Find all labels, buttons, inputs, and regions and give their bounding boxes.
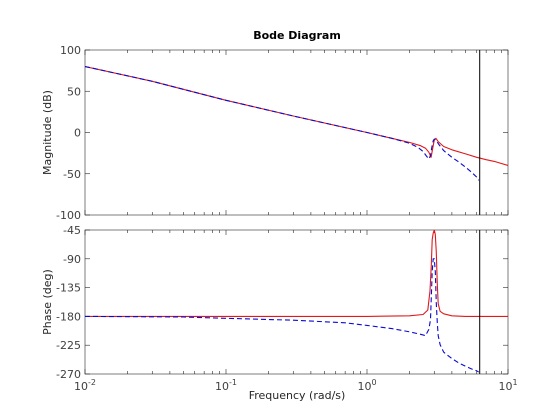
mag-y-tick-label: 0 xyxy=(74,127,81,140)
chart-title: Bode Diagram xyxy=(253,29,341,42)
mag-axes-frame xyxy=(84,49,509,216)
mag-y-tick-label: -100 xyxy=(56,209,81,222)
x-tick-label: 101 xyxy=(498,378,517,393)
x-tick-label: 100 xyxy=(357,378,376,393)
phase-y-tick-label: -225 xyxy=(56,339,81,352)
phase-y-tick-label: -90 xyxy=(63,253,81,266)
phase-panel: -45 -90 -135 -180 -225 -270 Phase (deg) 10-2 10-… xyxy=(41,224,518,393)
mag-series-dashed-blue-line xyxy=(85,65,480,181)
phase-y-axis-label: Phase (deg) xyxy=(41,269,54,335)
phase-y-tick-label: -270 xyxy=(56,368,81,381)
x-tick-label: 10-1 xyxy=(215,378,237,393)
phase-series-dashed-blue-line xyxy=(85,258,479,373)
magnitude-panel: 100 50 0 -50 -100 Magnitude (dB) xyxy=(41,44,509,222)
phase-y-tick-label: -135 xyxy=(56,282,81,295)
mag-y-tick-label: 100 xyxy=(60,44,81,57)
phase-y-tick-label: -180 xyxy=(56,310,81,323)
mag-y-axis-label: Magnitude (dB) xyxy=(41,90,54,175)
phase-y-tick-label: -45 xyxy=(63,224,81,237)
x-axis-label: Frequency (rad/s) xyxy=(249,389,346,402)
mag-y-tick-label: -50 xyxy=(63,168,81,181)
mag-y-tick-label: 50 xyxy=(67,85,81,98)
phase-series-solid-red-line xyxy=(85,230,508,317)
phase-axes-frame xyxy=(84,229,509,375)
x-tick-label: 10-2 xyxy=(74,378,96,393)
